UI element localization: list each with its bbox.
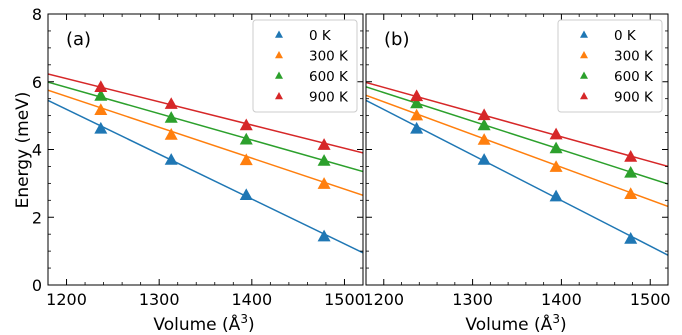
- point-b-3-2: [549, 127, 563, 140]
- legend-a: 0 K 300 K 600 K 900 K: [252, 19, 358, 113]
- point-a-3-1: [164, 97, 178, 109]
- point-a-3-0: [94, 80, 108, 92]
- panel-label-a: (a): [66, 29, 91, 50]
- point-a-2-2: [239, 132, 253, 145]
- xtick-label-a-1: 1300: [139, 290, 180, 309]
- point-b-0-0: [410, 121, 424, 134]
- point-a-1-1: [164, 128, 178, 140]
- legend-marker-b-0: [580, 30, 588, 38]
- xtick-label-b-2: 1400: [541, 290, 582, 309]
- point-b-3-3: [624, 150, 638, 162]
- point-b-2-1: [477, 118, 491, 131]
- point-b-1-0: [410, 108, 424, 121]
- point-a-0-0: [94, 121, 108, 134]
- point-a-2-3: [317, 154, 331, 166]
- legend-label-b-3: 900 K: [614, 90, 654, 106]
- legend-frame-b: [557, 19, 663, 113]
- point-b-1-3: [624, 187, 638, 199]
- point-a-2-0: [94, 89, 108, 101]
- ytick-label-a-1: 2: [32, 208, 42, 227]
- ytick-label-a-2: 4: [32, 141, 42, 160]
- xtick-label-a-0: 1200: [46, 290, 87, 309]
- legend-marker-a-1: [275, 51, 283, 59]
- plot-area-a: [48, 73, 363, 254]
- legend-label-a-1: 300 K: [309, 49, 349, 65]
- point-a-0-1: [164, 153, 178, 165]
- x-axis-title-a-close: ): [248, 315, 255, 335]
- legend-marker-a-2: [275, 71, 283, 79]
- xtick-label-b-1: 1300: [452, 290, 493, 309]
- legend-b: 0 K 300 K 600 K 900 K: [557, 19, 663, 113]
- xtick-label-b-0: 1200: [363, 290, 404, 309]
- panel-b: 1200 1300 1400 1500 (b) 0 K 300 K 600 K 900 K: [363, 13, 671, 309]
- point-b-1-2: [549, 160, 563, 172]
- point-b-0-3: [624, 232, 638, 244]
- x-axis-title-a-main: Volume (Å: [153, 313, 240, 335]
- x-axis-title-a-sup: 3: [240, 312, 248, 326]
- point-b-3-0: [410, 89, 424, 102]
- ytick-label-a-4: 8: [32, 5, 42, 24]
- legend-label-a-2: 600 K: [309, 69, 349, 85]
- point-a-3-2: [239, 118, 253, 131]
- point-b-0-2: [549, 189, 563, 202]
- fit-line-a-0: [48, 99, 363, 254]
- y-axis-title: Energy (meV): [13, 92, 33, 209]
- point-a-1-2: [239, 153, 253, 166]
- legend-marker-a-3: [275, 92, 283, 100]
- legend-label-a-3: 900 K: [309, 90, 349, 106]
- x-axis-title-b: Volume (Å3): [465, 312, 566, 335]
- point-a-1-3: [317, 177, 331, 189]
- point-a-3-3: [317, 138, 331, 150]
- point-b-0-1: [477, 153, 491, 165]
- plot-area-b: [366, 81, 668, 256]
- panel-a: 1200 1300 1400 1500 0 2 4 6 8 (a) 0 K 300 K 600 K 900…: [32, 5, 365, 309]
- legend-label-b-2: 600 K: [614, 69, 654, 85]
- point-b-2-3: [624, 165, 638, 178]
- legend-label-b-0: 0 K: [614, 28, 637, 44]
- point-a-2-1: [164, 111, 178, 123]
- xtick-label-a-2: 1400: [231, 290, 272, 309]
- legend-marker-b-1: [580, 51, 588, 59]
- point-b-3-1: [477, 108, 491, 121]
- x-axis-title-b-close: ): [560, 315, 567, 335]
- point-a-0-2: [239, 188, 253, 201]
- legend-label-b-1: 300 K: [614, 49, 654, 65]
- legend-marker-b-2: [580, 71, 588, 79]
- panel-label-b: (b): [384, 29, 409, 50]
- legend-marker-b-3: [580, 92, 588, 100]
- point-b-1-1: [477, 133, 491, 145]
- xtick-label-a-3: 1500: [324, 290, 365, 309]
- point-a-0-3: [317, 229, 331, 242]
- x-axis-title-b-main: Volume (Å: [465, 313, 552, 335]
- xtick-label-b-3: 1500: [630, 290, 671, 309]
- legend-frame-a: [252, 19, 358, 113]
- point-b-2-2: [549, 141, 563, 154]
- ytick-label-a-0: 0: [32, 276, 42, 295]
- point-a-1-0: [94, 103, 108, 115]
- x-axis-title-a: Volume (Å3): [153, 312, 254, 335]
- ytick-label-a-3: 6: [32, 73, 42, 92]
- point-b-2-0: [410, 96, 424, 109]
- legend-label-a-0: 0 K: [309, 28, 332, 44]
- x-axis-title-b-sup: 3: [552, 312, 560, 326]
- legend-marker-a-0: [275, 30, 283, 38]
- fit-line-b-0: [366, 99, 668, 256]
